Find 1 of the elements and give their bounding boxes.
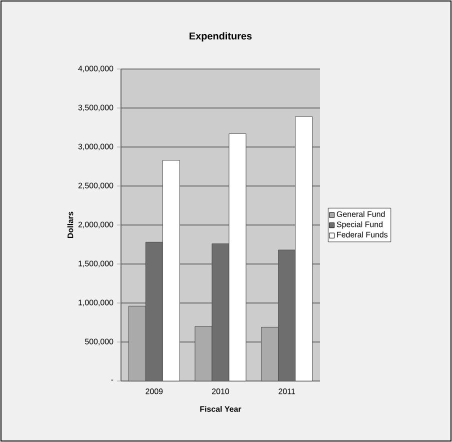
chart-title: Expenditures	[190, 32, 252, 42]
